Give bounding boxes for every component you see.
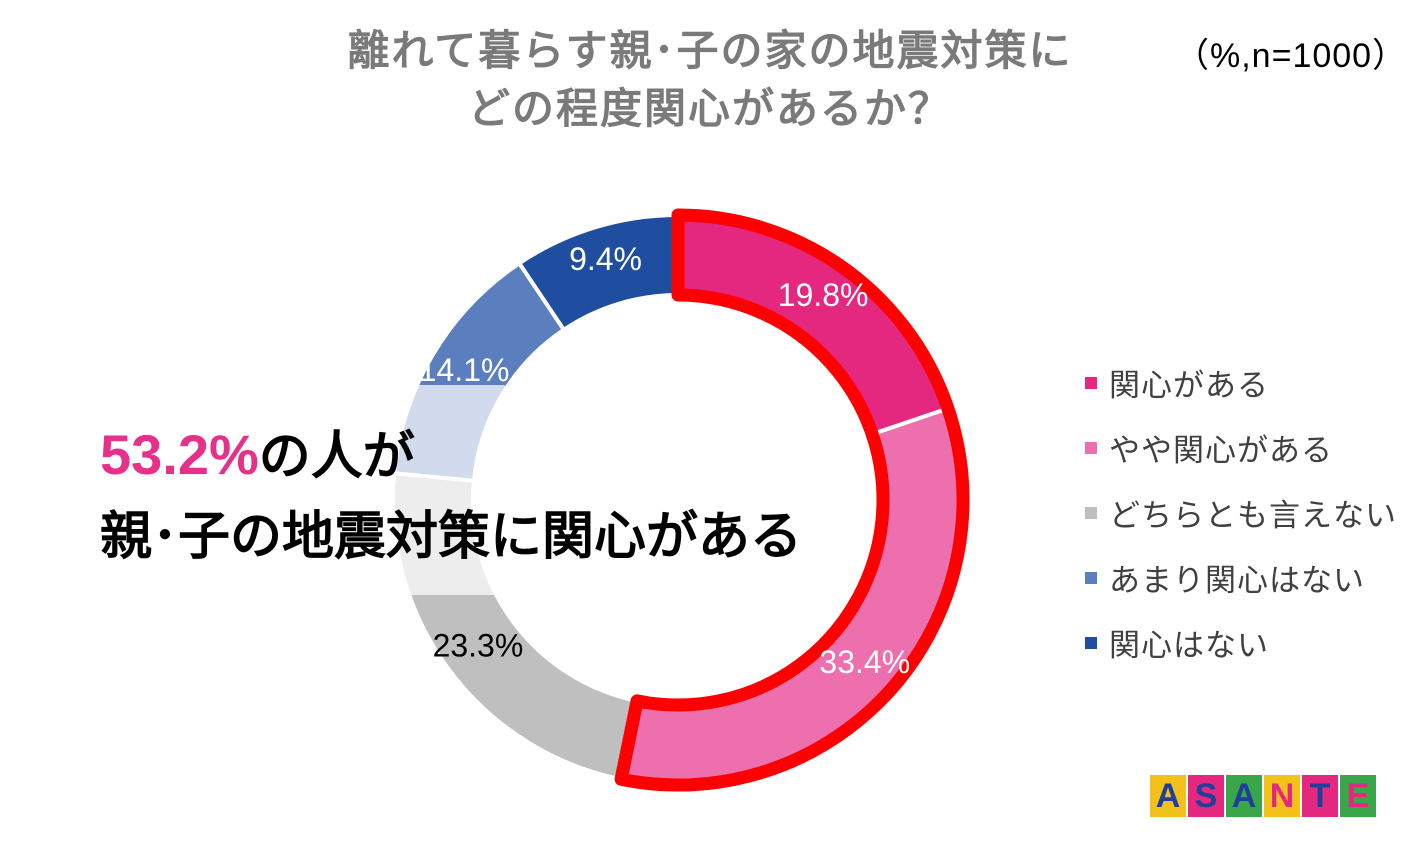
logo-letter: A — [1226, 775, 1262, 817]
chart-legend: 関心があるやや関心があるどちらとも言えない あまり関心はない 関心はない — [1085, 350, 1397, 675]
chart-title: 離れて暮らす親･子の家の地震対策に どの程度関心があるか？ — [250, 22, 1170, 138]
logo-letter: A — [1150, 775, 1186, 817]
chart-title-line1: 離れて暮らす親･子の家の地震対策に — [347, 26, 1073, 75]
callout-line1: 53.2%の人が — [100, 415, 802, 497]
legend-swatch — [1085, 571, 1097, 584]
legend-label: 関心がある — [1109, 368, 1269, 404]
highlight-outline — [614, 208, 970, 792]
legend-swatch — [1085, 506, 1097, 519]
logo-letter: T — [1302, 775, 1338, 817]
data-label-4: 14.1% — [419, 352, 510, 388]
callout-line2: 親･子の地震対策に関心がある — [100, 507, 803, 567]
legend-label: あまり関心はない — [1109, 563, 1365, 599]
legend-swatch — [1085, 441, 1097, 454]
data-label-2: 33.4% — [819, 644, 910, 680]
callout-line1-suffix: の人が — [258, 427, 415, 487]
logo-letter: E — [1340, 775, 1376, 817]
legend-item-3: どちらとも言えない — [1085, 480, 1397, 545]
legend-item-5: 関心はない — [1085, 610, 1397, 675]
legend-item-2: やや関心がある — [1085, 415, 1397, 480]
chart-title-line2: どの程度関心があるか？ — [467, 84, 952, 133]
data-label-3: 23.3% — [433, 628, 524, 664]
legend-label: 関心はない — [1109, 628, 1269, 664]
callout: 53.2%の人が 親･子の地震対策に関心がある — [100, 415, 802, 577]
logo-letter: S — [1188, 775, 1224, 817]
callout-percent: 53.2% — [100, 423, 259, 486]
legend-item-4: あまり関心はない — [1085, 545, 1397, 610]
callout-backdrop — [385, 385, 505, 595]
legend-label: やや関心がある — [1109, 433, 1333, 469]
legend-item-1: 関心がある — [1085, 350, 1397, 415]
legend-swatch — [1085, 376, 1097, 389]
data-label-5: 9.4% — [569, 241, 642, 277]
unit-note: （%,n=1000） — [1175, 37, 1408, 75]
logo-letter: N — [1264, 775, 1300, 817]
data-label-1: 19.8% — [778, 277, 869, 313]
legend-swatch — [1085, 636, 1097, 649]
legend-label: どちらとも言えない — [1109, 498, 1397, 534]
